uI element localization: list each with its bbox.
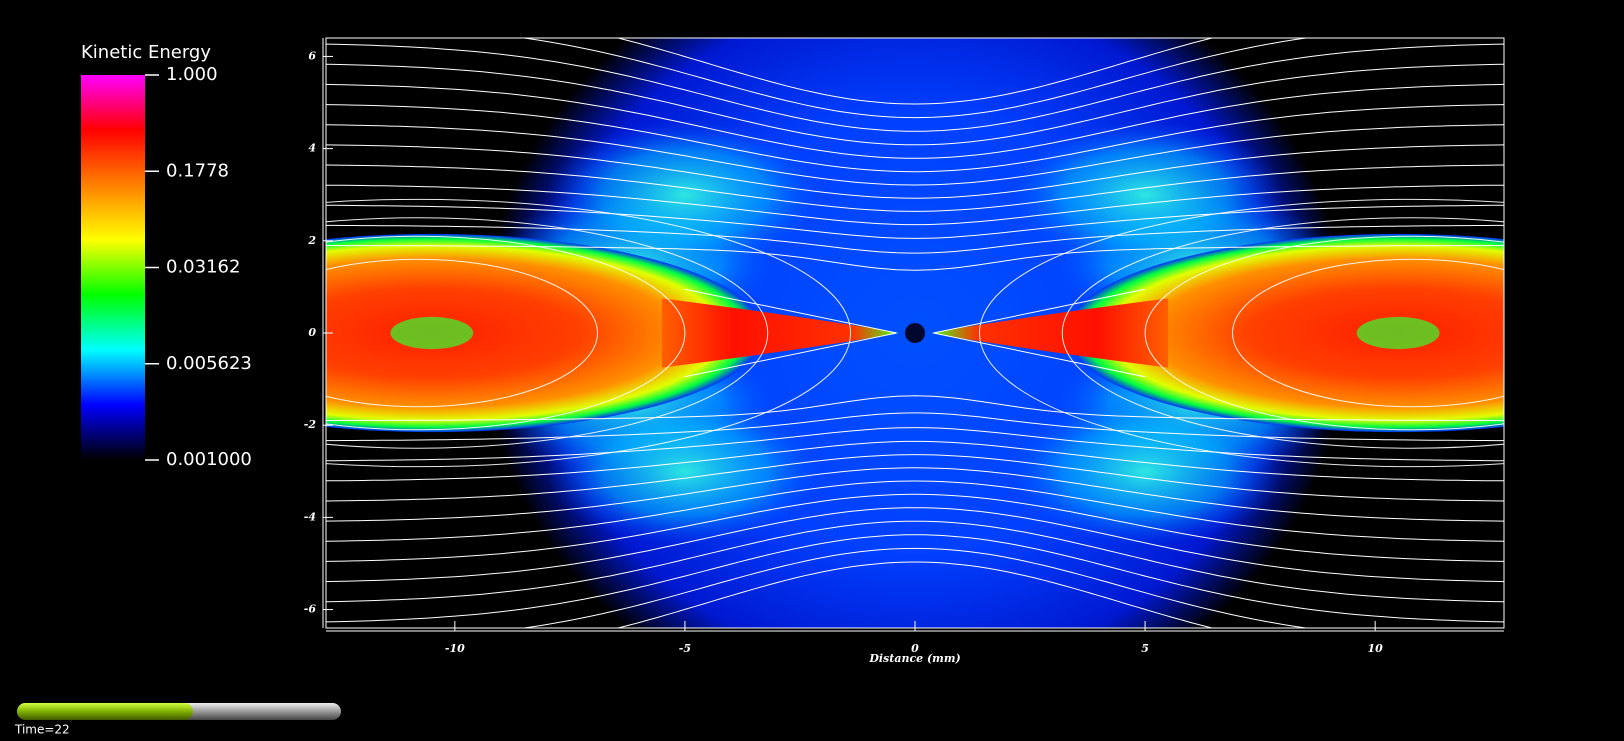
streamline <box>326 454 1504 502</box>
streamline <box>616 561 1214 628</box>
streamline <box>684 288 897 378</box>
lobe-core <box>1356 316 1440 350</box>
colorbar-title: Kinetic Energy <box>81 42 211 63</box>
colorbar-tick-label: 1.000 <box>166 64 218 85</box>
cyan-region <box>546 120 823 269</box>
x-tick-label: 10 <box>1368 642 1384 655</box>
streamline <box>326 395 1504 421</box>
axes: -10 -5 0 5 10 -6 -4 -2 0 2 4 6 <box>304 37 1505 655</box>
streamline <box>520 547 1310 628</box>
streamline <box>326 204 1504 239</box>
colorbar-tick-label: 0.03162 <box>166 257 240 278</box>
streamline <box>326 480 1504 542</box>
streamline <box>326 520 1504 603</box>
streamline <box>326 440 1504 482</box>
lobe <box>1066 233 1504 433</box>
streamline <box>326 164 1504 212</box>
cyan-region <box>1007 397 1284 546</box>
streamline <box>326 63 1504 146</box>
x-axis-title: Distance (mm) <box>868 652 960 665</box>
jet <box>661 298 899 368</box>
streamline <box>326 104 1504 173</box>
y-tick-label: -4 <box>304 510 316 523</box>
y-tick-label: 0 <box>308 326 316 339</box>
streamline <box>326 493 1504 562</box>
streamline <box>326 427 1504 462</box>
streamline <box>326 83 1504 159</box>
time-label: Time=22 <box>14 723 70 737</box>
streamline <box>326 124 1504 186</box>
streamline <box>979 198 1504 468</box>
streamline <box>1061 217 1504 449</box>
streamline <box>326 235 686 431</box>
streamline <box>326 507 1504 583</box>
y-tick-label: 2 <box>307 234 316 247</box>
streamline <box>326 144 1504 199</box>
y-tick-label: 6 <box>308 49 316 62</box>
colorbar <box>81 75 145 460</box>
streamline <box>520 38 1310 119</box>
streamline <box>326 43 1504 132</box>
streamline <box>326 412 1504 442</box>
x-tick-label: 0 <box>911 642 919 655</box>
lobe-core <box>390 316 474 350</box>
null-point <box>905 323 925 343</box>
streamline <box>1144 235 1504 431</box>
lobe <box>326 233 764 433</box>
streamline <box>326 217 769 449</box>
streamline <box>326 258 598 408</box>
streamline <box>326 184 1504 226</box>
x-tick-label: 5 <box>1141 642 1149 655</box>
streamline <box>1232 258 1504 408</box>
cyan-region <box>1007 120 1284 269</box>
jet <box>931 298 1169 368</box>
streamline <box>326 467 1504 522</box>
colorbar-tick-label: 0.1778 <box>166 160 229 181</box>
y-tick-label: -2 <box>304 418 317 431</box>
streamline <box>933 288 1146 378</box>
x-tick-label: -5 <box>679 642 691 655</box>
y-tick-label: 4 <box>308 142 316 155</box>
colorbar-tick-label: 0.005623 <box>166 353 252 374</box>
streamline <box>326 198 851 468</box>
cyan-region <box>546 397 823 546</box>
colorbar-tick-label: 0.001000 <box>166 449 252 470</box>
streamline <box>326 245 1504 271</box>
y-tick-label: -6 <box>304 603 317 616</box>
time-slider-fill <box>17 703 193 720</box>
streamline <box>616 38 1214 105</box>
x-tick-label: -10 <box>445 642 465 655</box>
streamline <box>326 534 1504 623</box>
streamline <box>326 224 1504 254</box>
